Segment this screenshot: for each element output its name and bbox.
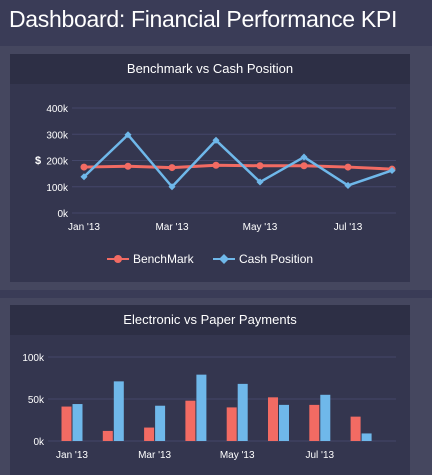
cash-position-point <box>124 131 132 139</box>
benchmark-cash-line-chart: 0k 100k 200k 300k 400k $ Jan '13 Mar '13 May '13… <box>35 104 396 233</box>
benchmark-point <box>344 163 352 171</box>
y-tick-label: 300k <box>46 130 69 141</box>
benchmark-point <box>80 163 88 171</box>
y-tick-label: 400k <box>46 104 69 115</box>
series-2-bar <box>155 405 166 441</box>
series-2-bar <box>113 381 124 441</box>
cash-position-line <box>83 133 393 188</box>
series-2-bar <box>279 404 289 441</box>
x-tick-label: Jul '13 <box>306 450 335 461</box>
x-tick-label: May '13 <box>220 450 255 461</box>
y-tick-label: 0k <box>33 437 45 448</box>
series-1-bar <box>309 404 320 441</box>
benchmark-line <box>83 163 393 171</box>
x-tick-label: Mar '13 <box>138 450 171 461</box>
cash-position-point <box>168 183 176 191</box>
cash-position-point <box>344 181 352 189</box>
benchmark-legend-marker <box>106 255 129 263</box>
y-tick-label: 100k <box>46 183 69 194</box>
benchmark-point <box>212 161 220 169</box>
series-2-bar <box>237 383 248 441</box>
x-tick-label: May '13 <box>243 222 278 233</box>
series-1-bar <box>61 406 72 441</box>
line-chart-legend: BenchMark Cash Position <box>10 252 410 267</box>
series-2-bar <box>72 404 83 441</box>
benchmark-point <box>168 164 176 172</box>
x-tick-label: Jan '13 <box>68 222 100 233</box>
legend-label-benchmark: BenchMark <box>132 252 194 266</box>
cash-position-point <box>212 136 220 144</box>
cash-position-point <box>300 153 308 161</box>
y-axis-label: $ <box>35 155 41 167</box>
cash-position-point <box>256 178 264 186</box>
cash-position-legend-marker <box>213 254 235 264</box>
legend-label-cash-position: Cash Position <box>239 252 314 266</box>
benchmark-point <box>124 162 132 170</box>
benchmark-point <box>300 162 308 170</box>
series-2-bar <box>196 374 207 441</box>
series-1-bar <box>144 427 155 441</box>
x-tick-label: Jan '13 <box>56 450 88 461</box>
cash-position-point <box>388 166 396 175</box>
x-tick-label: Mar '13 <box>155 222 188 233</box>
x-tick-label: Jul '13 <box>334 222 363 233</box>
page-title: Dashboard: Financial Performance KPI <box>9 6 398 32</box>
series-1-bar <box>185 400 196 441</box>
y-tick-label: 0k <box>57 209 69 220</box>
payments-chart-title: Electronic vs Paper Payments <box>10 305 410 335</box>
y-tick-label: 50k <box>28 395 45 406</box>
series-1-bar <box>102 430 113 441</box>
legend-item-benchmark[interactable]: BenchMark <box>106 252 194 266</box>
y-tick-label: 200k <box>46 157 69 168</box>
benchmark-chart-title: Benchmark vs Cash Position <box>10 54 410 84</box>
benchmark-point <box>256 162 264 170</box>
y-tick-label: 100k <box>22 353 45 364</box>
series-1-bar <box>268 397 278 441</box>
series-2-bar <box>361 433 372 441</box>
legend-item-cash-position[interactable]: Cash Position <box>213 252 313 266</box>
series-2-bar <box>320 394 331 441</box>
series-1-bar <box>226 407 237 441</box>
series-1-bar <box>350 416 361 441</box>
cash-position-point <box>80 173 88 181</box>
